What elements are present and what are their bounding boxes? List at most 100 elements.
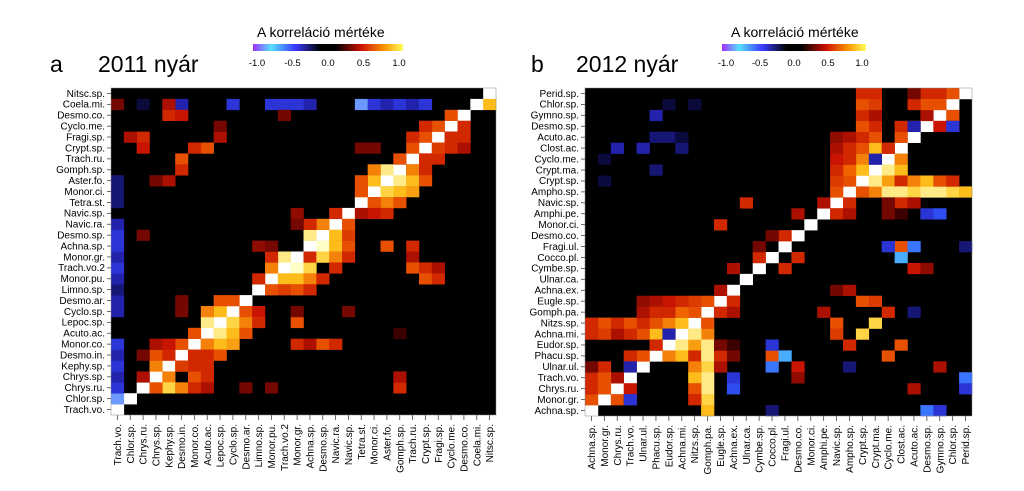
panel-a-heatmap-cell <box>290 316 304 329</box>
panel-b-heatmap-cell <box>933 361 947 373</box>
panel-a-y-tick-label: Kephy.sp. <box>61 361 105 372</box>
panel-b-heatmap-cell <box>636 306 650 318</box>
panel-a-heatmap-cell <box>329 251 343 263</box>
panel-a-heatmap-cell <box>213 338 227 350</box>
panel-b-y-tick-label: Ulnar.ul. <box>542 362 579 373</box>
panel-b-heatmap-cell <box>726 350 741 362</box>
panel-b-heatmap-cell <box>855 142 870 154</box>
panel-b-heatmap-cell <box>881 208 895 220</box>
panel-b-heatmap-cell <box>855 153 870 165</box>
panel-a-x-tick-label: Kephy.sp. <box>164 424 175 468</box>
panel-b-diagonal-cell <box>868 164 882 176</box>
panel-a-y-tick-label: Cyclo.sp. <box>64 307 105 318</box>
panel-b-heatmap-cell <box>649 164 663 176</box>
panel-a-heatmap-cell <box>419 153 433 165</box>
panel-b-heatmap-cell <box>881 175 895 187</box>
panel-a-heatmap-cell <box>303 273 317 285</box>
panel-a-heatmap-cell <box>149 349 163 361</box>
panel-b-heatmap-cell <box>946 120 960 133</box>
panel-a-heatmap-cell <box>380 98 394 111</box>
panel-a-heatmap-cell <box>367 164 381 176</box>
panel-a-heatmap-cell <box>200 349 214 361</box>
panel-b-heatmap-cell <box>907 262 921 275</box>
panel-b-y-tick-label: Gomph.pa. <box>530 307 579 318</box>
panel-a-x-tick-label: Trach.vo.2 <box>280 424 291 471</box>
panel-b-heatmap-cell <box>959 241 973 253</box>
panel-b-heatmap-cell <box>933 120 947 133</box>
panel-b-heatmap-cell <box>791 372 805 384</box>
panel-b-heatmap-cell <box>881 350 895 362</box>
panel-b-label: b <box>531 51 544 77</box>
panel-a-heatmap-cell <box>354 207 368 220</box>
panel-a-x-tick-label: Trach.ru. <box>408 424 419 464</box>
panel-b-y-tick-label: Eudor.sp. <box>537 340 579 351</box>
panel-b-heatmap-cell <box>855 164 870 176</box>
panel-a-heatmap-cell <box>111 218 125 230</box>
panel-b-heatmap-cell <box>868 120 882 133</box>
panel-a-heatmap-cell <box>162 349 176 361</box>
panel-b-y-tick-label: Fragi.ul. <box>543 242 579 253</box>
panel-b-heatmap-cell <box>585 394 599 406</box>
panel-b-heatmap-cell <box>597 328 612 340</box>
panel-a-heatmap-cell <box>419 273 433 285</box>
panel-a-heatmap-cell <box>303 338 317 350</box>
panel-b-legend-title: A korreláció mértéke <box>731 24 859 40</box>
panel-b-heatmap-cell <box>920 208 934 220</box>
panel-a-x-tick-label: Gomph.sp. <box>395 424 406 473</box>
panel-a-x-tick-label: Coela.mi. <box>472 424 483 466</box>
panel-a-x-tick-label: Fragi.sp. <box>434 424 445 463</box>
panel-a-heatmap-cell <box>431 153 445 165</box>
panel-b-heatmap-cell <box>830 153 844 165</box>
panel-b-heatmap-cell <box>688 361 702 373</box>
panel-b-heatmap-cell <box>933 88 947 100</box>
panel-a-heatmap-cell <box>393 153 407 165</box>
panel-b: b 2012 nyár A korreláció mértéke -1.0 -0.… <box>530 24 973 474</box>
panel-a-heatmap-cell <box>457 142 471 154</box>
panel-a-heatmap-cell <box>329 262 343 274</box>
panel-b-heatmap-cell <box>585 383 599 395</box>
panel-b-y-tick-label: Crypt.sp. <box>539 176 579 187</box>
panel-b-diagonal-cell <box>946 98 960 111</box>
panel-a-heatmap-cell <box>393 175 407 187</box>
panel-b-y-tick-label: Acuto.ac. <box>537 133 579 144</box>
panel-b-diagonal-cell <box>765 252 779 264</box>
panel-b-heatmap-cell <box>907 120 921 133</box>
panel-a-legend-tick-label: 0.5 <box>357 58 370 69</box>
panel-b-heatmap-cell <box>623 361 637 373</box>
panel-b-diagonal-cell <box>778 241 792 253</box>
panel-b-heatmap-cell <box>830 142 844 154</box>
panel-a-heatmap-cell <box>136 98 150 111</box>
panel-b-y-tick-label: Perid.sp. <box>540 89 579 100</box>
panel-b-heatmap-cell <box>688 328 702 340</box>
panel-a-heatmap-cell <box>200 142 214 154</box>
panel-b-x-axis-labels: Achna.sp. Monor.gr. Chrys.ru. Trach.vo. Ulna… <box>587 416 972 474</box>
panel-b-x-tick-label: Gomph.pa. <box>703 425 714 474</box>
panel-a-heatmap-cell <box>290 218 304 230</box>
panel-a-y-tick-label: Navic.ra. <box>66 220 105 231</box>
panel-a-heatmap-cell <box>175 338 189 350</box>
panel-b-heatmap-cell <box>597 317 612 329</box>
panel-b-heatmap-cell <box>649 109 663 122</box>
panel-b-heatmap-cell <box>714 219 728 231</box>
panel-b-heatmap-cell <box>907 241 921 253</box>
panel-b-heatmap-cell <box>868 142 882 154</box>
panel-a-heatmap-cell <box>111 98 125 111</box>
panel-a-diagonal-cell <box>419 142 433 154</box>
panel-a-heatmap-cell <box>342 251 356 263</box>
panel-a-heatmap-cell <box>111 393 125 405</box>
panel-a-heatmap-cell <box>111 371 125 383</box>
panel-b-heatmap-cell <box>894 131 908 143</box>
panel-a-x-tick-label: Crypt.sp. <box>421 424 432 464</box>
panel-b-diagonal-cell <box>843 186 857 198</box>
panel-b-diagonal-cell <box>959 88 973 100</box>
panel-a-heatmap-cell <box>265 251 279 263</box>
panel-a-heatmap-cell <box>367 207 381 220</box>
panel-a-heatmap-cell <box>188 327 202 339</box>
panel-a-heatmap-cell <box>303 229 317 241</box>
panel-b-heatmap-cell <box>933 405 947 417</box>
panel-a-heatmap-cell <box>111 251 125 263</box>
panel-a-heatmap-cell <box>303 218 317 230</box>
panel-a-heatmap-cell <box>342 240 356 252</box>
panel-b-heatmap-cell <box>894 120 908 133</box>
panel-a-y-tick-label: Tetra.st. <box>69 198 105 209</box>
